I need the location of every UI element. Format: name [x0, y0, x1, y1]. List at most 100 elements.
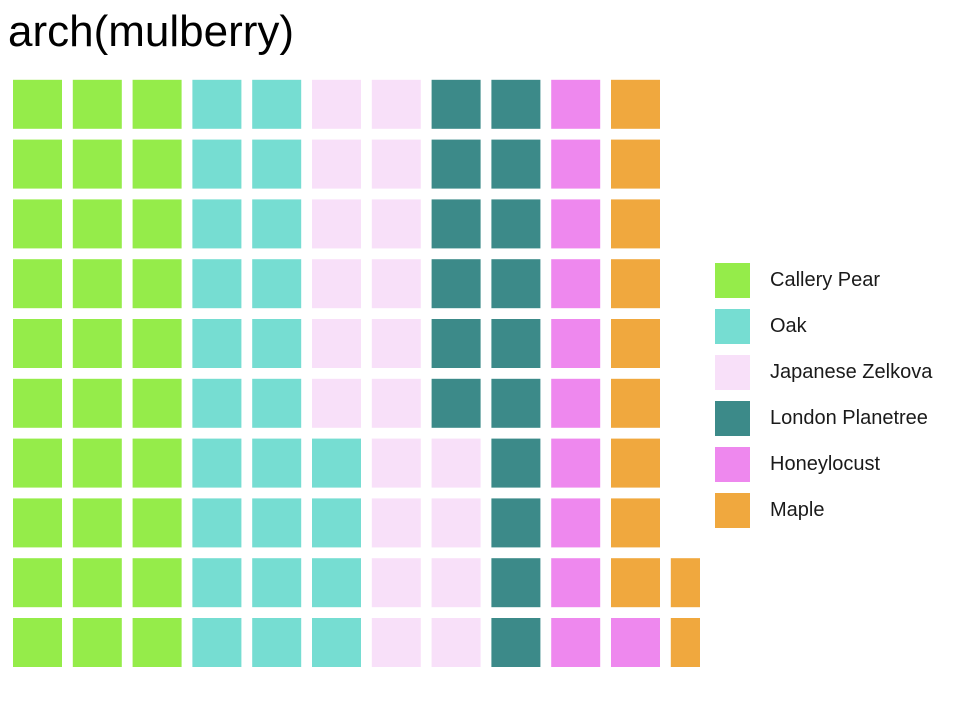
waffle-cell-callery-pear	[72, 199, 122, 249]
waffle-cell-oak	[252, 259, 302, 309]
waffle-cell-london-planetree	[491, 199, 541, 249]
waffle-cell-japanese-zelkova	[371, 618, 421, 667]
waffle-cell-oak	[192, 378, 242, 428]
waffle-cell-london-planetree	[431, 139, 481, 189]
waffle-cell-london-planetree	[491, 438, 541, 488]
legend-item: Callery Pear	[715, 262, 932, 298]
waffle-cell-japanese-zelkova	[312, 259, 361, 309]
waffle-cell-oak	[252, 139, 302, 189]
waffle-cell-callery-pear	[72, 558, 122, 608]
waffle-cell-oak	[192, 319, 242, 368]
waffle-cell-callery-pear	[13, 139, 62, 189]
waffle-cell-maple	[611, 558, 660, 608]
waffle-cell-honeylocust	[551, 378, 601, 428]
legend-item: Oak	[715, 308, 932, 344]
legend-swatch	[715, 446, 750, 482]
waffle-cell-japanese-zelkova	[371, 319, 421, 368]
chart-title: arch(mulberry)	[8, 7, 295, 56]
waffle-cell-maple	[611, 79, 660, 129]
waffle-cell-maple	[670, 558, 700, 608]
waffle-cell-maple	[611, 139, 660, 189]
waffle-cell-oak	[312, 498, 361, 548]
waffle-cell-oak	[312, 618, 361, 667]
waffle-grid	[13, 79, 700, 667]
waffle-cell-oak	[252, 438, 302, 488]
waffle-cell-london-planetree	[431, 378, 481, 428]
waffle-cell-london-planetree	[491, 139, 541, 189]
waffle-cell-london-planetree	[491, 618, 541, 667]
waffle-cell-callery-pear	[132, 79, 182, 129]
legend-item: London Planetree	[715, 400, 932, 436]
waffle-cell-oak	[192, 199, 242, 249]
legend: Callery Pear Oak Japanese Zelkova London Pl…	[715, 262, 932, 538]
waffle-cell-callery-pear	[132, 319, 182, 368]
waffle-cell-callery-pear	[72, 139, 122, 189]
waffle-cell-oak	[252, 79, 302, 129]
legend-item: Japanese Zelkova	[715, 354, 932, 390]
waffle-cell-japanese-zelkova	[312, 378, 361, 428]
waffle-cell-japanese-zelkova	[371, 79, 421, 129]
legend-label: Oak	[770, 314, 807, 337]
waffle-cell-callery-pear	[13, 79, 62, 129]
waffle-cell-japanese-zelkova	[371, 498, 421, 548]
waffle-cell-callery-pear	[13, 618, 62, 667]
waffle-cell-oak	[192, 558, 242, 608]
waffle-cell-maple	[611, 259, 660, 309]
waffle-cell-callery-pear	[13, 438, 62, 488]
waffle-cell-honeylocust	[551, 79, 601, 129]
waffle-cell-callery-pear	[72, 378, 122, 428]
waffle-cell-maple	[670, 618, 700, 667]
legend-label: Japanese Zelkova	[770, 360, 933, 383]
waffle-cell-japanese-zelkova	[312, 139, 361, 189]
waffle-cell-london-planetree	[431, 259, 481, 309]
waffle-cell-maple	[611, 378, 660, 428]
waffle-cell-japanese-zelkova	[371, 139, 421, 189]
waffle-cell-london-planetree	[431, 199, 481, 249]
waffle-cell-oak	[252, 319, 302, 368]
waffle-cell-japanese-zelkova	[431, 618, 481, 667]
waffle-cell-japanese-zelkova	[431, 558, 481, 608]
waffle-cell-london-planetree	[491, 79, 541, 129]
waffle-cell-oak	[192, 618, 242, 667]
waffle-cell-oak	[252, 378, 302, 428]
waffle-cell-honeylocust	[551, 498, 601, 548]
waffle-cell-honeylocust	[551, 319, 601, 368]
waffle-cell-callery-pear	[132, 199, 182, 249]
legend-label: Maple	[770, 498, 825, 521]
waffle-cell-honeylocust	[611, 618, 660, 667]
waffle-cell-japanese-zelkova	[371, 438, 421, 488]
waffle-cell-callery-pear	[132, 378, 182, 428]
waffle-cell-callery-pear	[13, 378, 62, 428]
waffle-cell-callery-pear	[132, 139, 182, 189]
waffle-cell-honeylocust	[551, 558, 601, 608]
waffle-cell-oak	[252, 558, 302, 608]
waffle-cell-maple	[611, 438, 660, 488]
waffle-cell-callery-pear	[13, 199, 62, 249]
waffle-cell-japanese-zelkova	[371, 199, 421, 249]
waffle-cell-honeylocust	[551, 438, 601, 488]
waffle-cell-london-planetree	[491, 558, 541, 608]
waffle-cell-london-planetree	[491, 259, 541, 309]
waffle-cell-london-planetree	[431, 319, 481, 368]
waffle-cell-callery-pear	[72, 319, 122, 368]
waffle-cell-oak	[192, 438, 242, 488]
waffle-cell-japanese-zelkova	[312, 199, 361, 249]
waffle-cell-callery-pear	[132, 498, 182, 548]
waffle-cell-japanese-zelkova	[312, 79, 361, 129]
waffle-cell-callery-pear	[13, 319, 62, 368]
waffle-cell-callery-pear	[13, 558, 62, 608]
legend-label: Honeylocust	[770, 452, 881, 475]
waffle-cell-london-planetree	[491, 319, 541, 368]
waffle-cell-callery-pear	[72, 259, 122, 309]
waffle-cell-maple	[611, 319, 660, 368]
waffle-cell-callery-pear	[13, 498, 62, 548]
waffle-cell-oak	[312, 558, 361, 608]
waffle-cell-honeylocust	[551, 618, 601, 667]
waffle-cell-japanese-zelkova	[431, 498, 481, 548]
waffle-cell-london-planetree	[431, 79, 481, 129]
waffle-cell-oak	[252, 618, 302, 667]
waffle-cell-callery-pear	[72, 438, 122, 488]
waffle-cell-japanese-zelkova	[371, 378, 421, 428]
waffle-cell-japanese-zelkova	[431, 438, 481, 488]
waffle-cell-honeylocust	[551, 259, 601, 309]
